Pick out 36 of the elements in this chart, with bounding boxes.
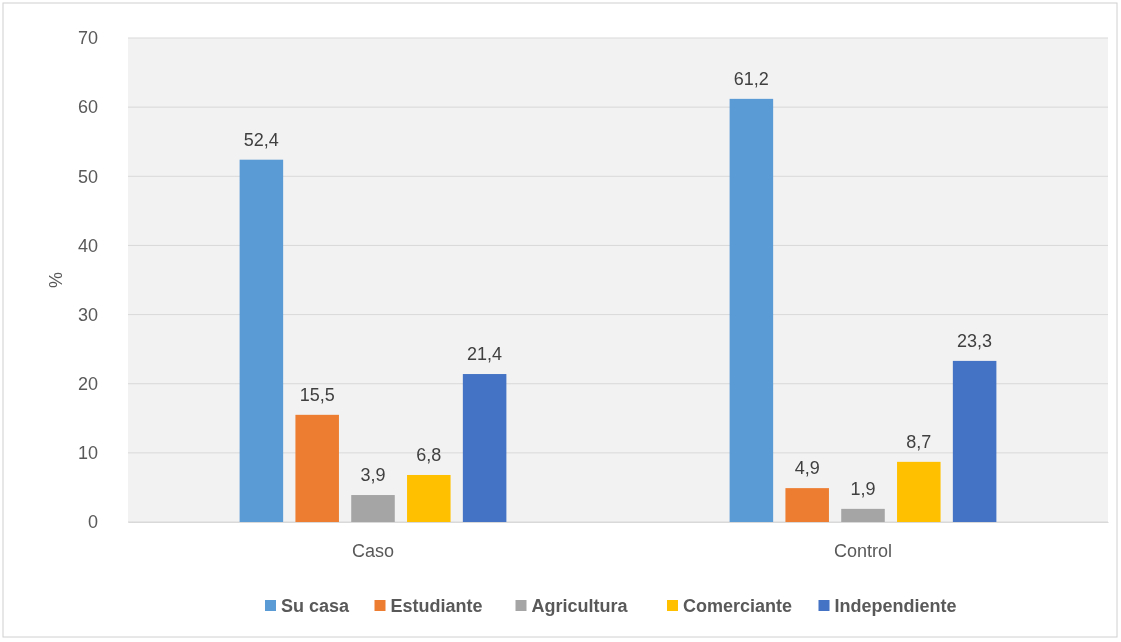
- data-label: 21,4: [467, 344, 503, 365]
- y-tick-label: 0: [87, 512, 98, 533]
- data-label: 52,4: [243, 129, 279, 150]
- y-tick-label: 70: [77, 28, 98, 49]
- data-label: 1,9: [850, 478, 876, 499]
- legend-label: Estudiante: [390, 596, 483, 616]
- data-label: 15,5: [299, 384, 335, 405]
- y-tick-label: 50: [77, 166, 98, 187]
- x-tick-label: Caso: [351, 540, 395, 561]
- y-tick-label: 10: [77, 443, 98, 464]
- legend-label: Comerciante: [683, 596, 793, 616]
- bar: [351, 495, 395, 522]
- data-label: 4,9: [794, 458, 820, 479]
- y-tick-label: 20: [77, 373, 98, 394]
- legend-label: Agricultura: [531, 596, 629, 616]
- data-label: 61,2: [733, 68, 769, 89]
- y-axis-title: %: [46, 271, 66, 289]
- bar: [841, 508, 885, 522]
- data-label: 3,9: [360, 465, 386, 486]
- data-label: 6,8: [416, 444, 442, 465]
- legend-label: Su casa: [281, 596, 351, 616]
- bar: [785, 488, 829, 522]
- bar: [239, 159, 284, 522]
- bar: [729, 98, 774, 522]
- legend-label: Independiente: [834, 596, 957, 616]
- bar: [897, 461, 941, 522]
- y-tick-label: 40: [77, 235, 98, 256]
- y-tick-label: 30: [77, 304, 98, 325]
- x-tick-label: Control: [833, 540, 893, 561]
- data-label: 23,3: [957, 330, 993, 351]
- bar: [295, 414, 339, 522]
- data-label: 8,7: [906, 431, 932, 452]
- bar: [462, 374, 507, 522]
- bar: [952, 360, 997, 522]
- y-tick-label: 60: [77, 97, 98, 118]
- bar: [407, 474, 451, 522]
